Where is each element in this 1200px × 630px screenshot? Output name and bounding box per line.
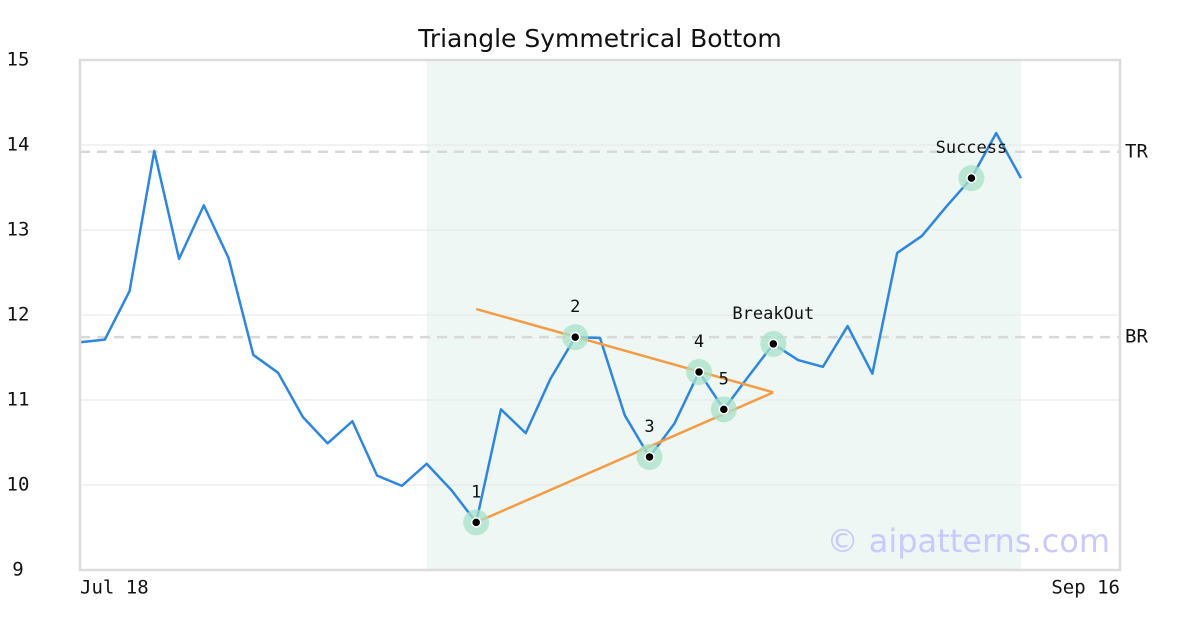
x-tick-label: Sep 16 [1051,577,1120,599]
pattern-point [470,517,482,528]
pattern-point [718,404,730,415]
pattern-point-label: 3 [644,417,654,437]
reference-label: BR [1125,326,1148,348]
pattern-point-label: 1 [471,482,481,502]
y-tick-label: 12 [7,304,30,326]
y-tick-label: 9 [12,559,23,581]
pattern-point-label: 4 [694,332,704,352]
watermark: © aipatterns.com [827,522,1110,560]
y-tick-label: 10 [7,474,30,496]
pattern-line [475,307,774,394]
pattern-point-label: Success [936,138,1008,158]
pattern-point-label: BreakOut [732,304,814,324]
pattern-point-label: 5 [719,369,729,389]
pattern-point [644,451,655,463]
y-tick-label: 11 [7,389,30,411]
chart-title: Triangle Symmetrical Bottom [417,24,782,53]
y-tick-label: 13 [7,219,30,241]
pattern-point [768,338,779,350]
pattern-point [966,172,977,184]
pattern-point [569,331,581,343]
reference-label: TR [1125,140,1148,162]
y-tick-label: 15 [7,49,30,71]
x-tick-label: Jul 18 [80,577,149,599]
y-tick-label: 14 [7,134,30,156]
pattern-point [693,366,705,378]
price-line [79,131,1023,524]
pattern-point-label: 2 [570,297,580,317]
plot-frame [78,58,1122,572]
